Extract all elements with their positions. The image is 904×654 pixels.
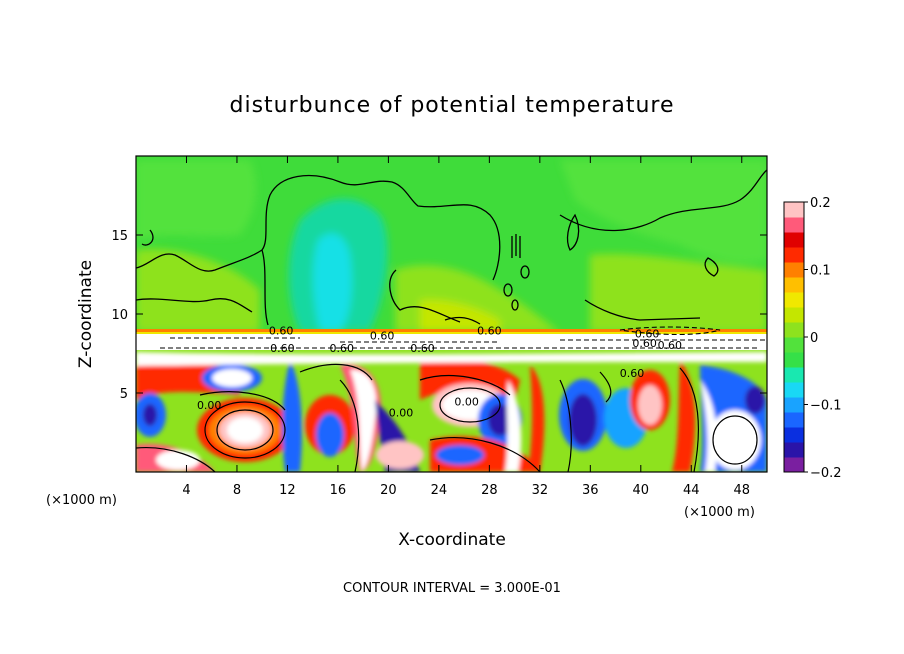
colorbar-tick-label: 0.2 bbox=[810, 196, 831, 211]
x-axis: 4 8 12 16 20 24 28 32 36 40 44 48 bbox=[182, 156, 750, 498]
colorbar-segment bbox=[784, 397, 804, 413]
colorbar-tick-label: −0.1 bbox=[810, 399, 842, 414]
colorbar-segment bbox=[784, 337, 804, 353]
y-tick-label: 15 bbox=[111, 229, 128, 244]
colorbar-segment bbox=[784, 352, 804, 368]
chart-title: disturbunce of potential temperature bbox=[230, 93, 675, 118]
y-tick-label: 10 bbox=[111, 308, 128, 323]
colorbar-tick-label: 0.1 bbox=[810, 264, 831, 279]
colorbar-segment bbox=[784, 427, 804, 443]
contour-label: 0.60 bbox=[632, 337, 657, 350]
x-tick-label: 24 bbox=[431, 483, 448, 498]
x-tick-label: 20 bbox=[380, 483, 397, 498]
colorbar bbox=[784, 202, 804, 473]
y-axis: 5 10 15 bbox=[111, 229, 767, 402]
colorbar-segment bbox=[784, 247, 804, 263]
plot-area: 0.000.600.600.60 0.600.600.600.600.600.60… bbox=[136, 156, 767, 472]
y-tick-label: 5 bbox=[120, 387, 128, 402]
contour-label: 0.60 bbox=[658, 339, 683, 352]
contour-label: 0.60 bbox=[620, 367, 645, 380]
contour-label: 0.60 bbox=[477, 325, 502, 338]
contour-lines bbox=[136, 169, 767, 326]
colorbar-segment bbox=[784, 277, 804, 293]
x-tick-label: 12 bbox=[279, 483, 296, 498]
contour-label: 0.60 bbox=[635, 328, 660, 341]
colorbar-ticks: 0.2 0.1 0 −0.1 −0.2 bbox=[804, 196, 842, 481]
x-axis-unit: (×1000 m) bbox=[684, 505, 755, 520]
contour-label: 0.00 bbox=[197, 399, 222, 412]
y-axis-unit: (×1000 m) bbox=[46, 493, 117, 508]
x-tick-label: 48 bbox=[733, 483, 750, 498]
colorbar-segment bbox=[784, 262, 804, 278]
field-lower-eddies bbox=[136, 352, 767, 472]
colorbar-segment bbox=[784, 232, 804, 248]
x-tick-label: 36 bbox=[582, 483, 599, 498]
colorbar-segment bbox=[784, 442, 804, 458]
colorbar-segment bbox=[784, 217, 804, 233]
contour-lines-dashed bbox=[160, 326, 767, 349]
colorbar-segment bbox=[784, 412, 804, 428]
colorbar-segment bbox=[784, 382, 804, 398]
contour-label: 0.60 bbox=[370, 329, 395, 342]
contour-lines-lower bbox=[136, 363, 758, 472]
colorbar-segment bbox=[784, 367, 804, 383]
x-tick-label: 44 bbox=[683, 483, 700, 498]
inversion-layer bbox=[136, 330, 767, 352]
x-tick-label: 40 bbox=[633, 483, 650, 498]
contour-label: 0.00 bbox=[454, 396, 479, 409]
colorbar-tick-label: 0 bbox=[810, 331, 818, 346]
field-upper-patches bbox=[136, 160, 767, 332]
x-tick-label: 4 bbox=[182, 483, 190, 498]
colorbar-segment bbox=[784, 322, 804, 338]
contour-label: 0.60 bbox=[270, 342, 295, 355]
x-tick-label: 8 bbox=[233, 483, 241, 498]
contour-label: 0.60 bbox=[410, 342, 435, 355]
y-axis-label: Z-coordinate bbox=[76, 260, 96, 368]
contour-label: 0.60 bbox=[269, 325, 294, 338]
contour-interval-note: CONTOUR INTERVAL = 3.000E-01 bbox=[343, 581, 561, 596]
colorbar-segment bbox=[784, 202, 804, 218]
x-axis-label: X-coordinate bbox=[398, 530, 506, 550]
colorbar-segment bbox=[784, 457, 804, 473]
x-tick-label: 28 bbox=[481, 483, 498, 498]
contour-label: 0.60 bbox=[329, 342, 354, 355]
x-tick-label: 32 bbox=[532, 483, 549, 498]
colorbar-tick-label: −0.2 bbox=[810, 466, 842, 481]
colorbar-segment bbox=[784, 307, 804, 323]
colorbar-segment bbox=[784, 292, 804, 308]
contour-label: 0.00 bbox=[389, 407, 414, 420]
x-tick-label: 16 bbox=[330, 483, 347, 498]
contour-labels: 0.000.600.600.60 0.600.600.600.600.600.60… bbox=[197, 325, 682, 420]
